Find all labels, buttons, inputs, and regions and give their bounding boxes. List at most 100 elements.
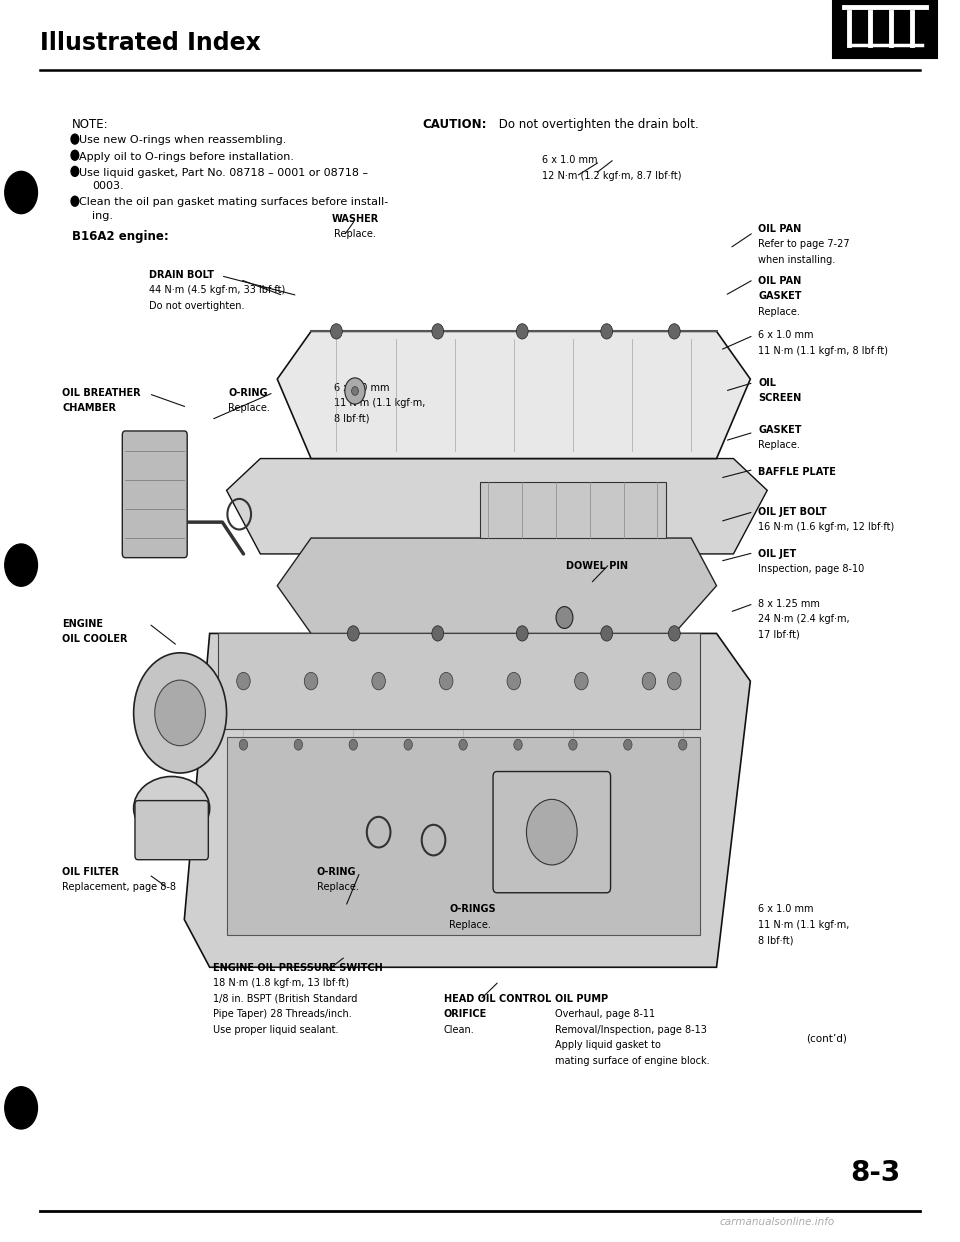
Text: Inspection, page 8-10: Inspection, page 8-10 xyxy=(758,564,865,575)
Text: 17 lbf·ft): 17 lbf·ft) xyxy=(758,630,800,640)
FancyBboxPatch shape xyxy=(122,431,187,558)
Text: ORIFICE: ORIFICE xyxy=(444,1009,487,1020)
Text: Use proper liquid sealant.: Use proper liquid sealant. xyxy=(213,1025,339,1035)
Text: OIL BREATHER: OIL BREATHER xyxy=(62,388,141,397)
Text: Replace.: Replace. xyxy=(758,440,801,451)
FancyBboxPatch shape xyxy=(135,801,208,859)
Text: OIL COOLER: OIL COOLER xyxy=(62,635,128,645)
Text: Do not overtighten.: Do not overtighten. xyxy=(149,301,244,310)
Circle shape xyxy=(71,196,79,206)
Circle shape xyxy=(239,739,248,750)
Circle shape xyxy=(601,626,612,641)
Text: OIL JET BOLT: OIL JET BOLT xyxy=(758,507,827,517)
Text: ENGINE OIL PRESSURE SWITCH: ENGINE OIL PRESSURE SWITCH xyxy=(213,963,383,972)
Text: 44 N·m (4.5 kgf·m, 33 lbf·ft): 44 N·m (4.5 kgf·m, 33 lbf·ft) xyxy=(149,284,285,296)
Text: 6 x 1.0 mm: 6 x 1.0 mm xyxy=(758,330,814,340)
Text: GASKET: GASKET xyxy=(758,291,802,302)
Circle shape xyxy=(351,386,358,395)
FancyBboxPatch shape xyxy=(493,771,611,893)
Circle shape xyxy=(601,324,612,339)
Circle shape xyxy=(440,672,453,689)
Text: Replacement, page 8-8: Replacement, page 8-8 xyxy=(62,882,177,893)
Text: OIL: OIL xyxy=(758,378,777,388)
Text: 6 x 1.0 mm: 6 x 1.0 mm xyxy=(758,904,814,914)
FancyBboxPatch shape xyxy=(480,482,666,538)
Circle shape xyxy=(507,672,520,689)
Circle shape xyxy=(526,800,577,864)
Text: Replace.: Replace. xyxy=(334,229,376,240)
Text: Replace.: Replace. xyxy=(758,307,801,317)
Text: Use liquid gasket, Part No. 08718 – 0001 or 08718 –: Use liquid gasket, Part No. 08718 – 0001… xyxy=(79,168,368,178)
Circle shape xyxy=(516,626,528,641)
Polygon shape xyxy=(277,538,716,633)
Text: ENGINE: ENGINE xyxy=(62,619,104,628)
Circle shape xyxy=(668,626,681,641)
Text: 18 N·m (1.8 kgf·m, 13 lbf·ft): 18 N·m (1.8 kgf·m, 13 lbf·ft) xyxy=(213,979,349,989)
Text: OIL FILTER: OIL FILTER xyxy=(62,867,119,877)
Circle shape xyxy=(404,739,413,750)
Circle shape xyxy=(679,739,687,750)
Text: 12 N·m (1.2 kgf·m, 8.7 lbf·ft): 12 N·m (1.2 kgf·m, 8.7 lbf·ft) xyxy=(542,170,682,181)
Text: Pipe Taper) 28 Threads/inch.: Pipe Taper) 28 Threads/inch. xyxy=(213,1009,352,1020)
Text: Replace.: Replace. xyxy=(449,919,492,930)
Text: Apply oil to O-rings before installation.: Apply oil to O-rings before installation… xyxy=(79,152,294,161)
FancyBboxPatch shape xyxy=(218,633,700,729)
Text: DRAIN BOLT: DRAIN BOLT xyxy=(149,270,214,279)
Text: OIL PUMP: OIL PUMP xyxy=(555,994,608,1004)
Text: Removal/Inspection, page 8-13: Removal/Inspection, page 8-13 xyxy=(555,1025,707,1035)
Text: DOWEL PIN: DOWEL PIN xyxy=(566,561,629,571)
Text: 0003.: 0003. xyxy=(92,181,124,191)
Text: O-RING: O-RING xyxy=(317,867,356,877)
Circle shape xyxy=(568,739,577,750)
Text: 8 lbf·ft): 8 lbf·ft) xyxy=(758,935,794,945)
Text: (cont’d): (cont’d) xyxy=(806,1033,848,1043)
Circle shape xyxy=(668,324,681,339)
Circle shape xyxy=(575,672,588,689)
Polygon shape xyxy=(277,332,751,458)
Text: 11 N·m (1.1 kgf·m,: 11 N·m (1.1 kgf·m, xyxy=(758,919,850,930)
Circle shape xyxy=(514,739,522,750)
Text: Do not overtighten the drain bolt.: Do not overtighten the drain bolt. xyxy=(495,118,699,130)
Text: Clean the oil pan gasket mating surfaces before install-: Clean the oil pan gasket mating surfaces… xyxy=(79,197,388,207)
Text: Overhaul, page 8-11: Overhaul, page 8-11 xyxy=(555,1009,655,1020)
Text: 8-3: 8-3 xyxy=(851,1159,900,1187)
Circle shape xyxy=(345,378,365,404)
Circle shape xyxy=(304,672,318,689)
Text: Refer to page 7-27: Refer to page 7-27 xyxy=(758,238,850,250)
Text: BAFFLE PLATE: BAFFLE PLATE xyxy=(758,467,836,477)
Text: Apply liquid gasket to: Apply liquid gasket to xyxy=(555,1041,660,1051)
Text: 11 N·m (1.1 kgf·m,: 11 N·m (1.1 kgf·m, xyxy=(334,397,425,409)
Circle shape xyxy=(372,672,385,689)
Text: 6 x 1.0 mm: 6 x 1.0 mm xyxy=(334,383,390,392)
Circle shape xyxy=(667,672,681,689)
Text: carmanualsonline.info: carmanualsonline.info xyxy=(720,1217,835,1227)
Polygon shape xyxy=(227,458,767,554)
Circle shape xyxy=(556,606,573,628)
FancyBboxPatch shape xyxy=(227,737,700,935)
Text: O-RINGS: O-RINGS xyxy=(449,904,496,914)
Text: 8 lbf·ft): 8 lbf·ft) xyxy=(334,414,370,424)
Text: CAUTION:: CAUTION: xyxy=(422,118,487,130)
Circle shape xyxy=(71,166,79,176)
Circle shape xyxy=(71,134,79,144)
Text: SCREEN: SCREEN xyxy=(758,392,802,404)
Circle shape xyxy=(642,672,656,689)
Circle shape xyxy=(432,324,444,339)
Circle shape xyxy=(330,324,343,339)
Polygon shape xyxy=(184,633,751,968)
Circle shape xyxy=(624,739,632,750)
Text: Illustrated Index: Illustrated Index xyxy=(40,31,261,56)
Text: 8 x 1.25 mm: 8 x 1.25 mm xyxy=(758,599,820,609)
Circle shape xyxy=(71,150,79,160)
Text: Replace.: Replace. xyxy=(317,882,359,893)
Text: 1/8 in. BSPT (British Standard: 1/8 in. BSPT (British Standard xyxy=(213,994,357,1004)
Text: HEAD OIL CONTROL: HEAD OIL CONTROL xyxy=(444,994,551,1004)
Text: ing.: ing. xyxy=(92,211,113,221)
Text: Replace.: Replace. xyxy=(228,402,271,414)
Text: Clean.: Clean. xyxy=(444,1025,474,1035)
Circle shape xyxy=(133,653,227,773)
Circle shape xyxy=(155,681,205,745)
Text: when installing.: when installing. xyxy=(758,255,835,265)
Circle shape xyxy=(432,626,444,641)
Circle shape xyxy=(5,1087,37,1129)
